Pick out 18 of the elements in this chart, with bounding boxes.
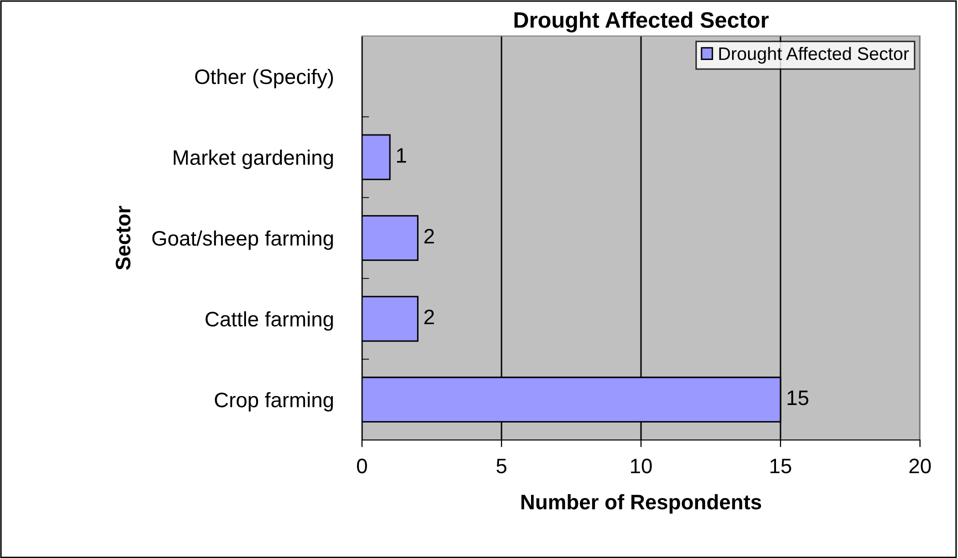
y-tick-label: Crop farming	[214, 392, 333, 412]
legend-label: Drought Affected Sector	[719, 46, 909, 64]
data-label: 15	[788, 390, 808, 406]
x-tick-label: 0	[357, 458, 367, 474]
x-tick-label: 20	[909, 458, 931, 474]
y-axis-title: Sector	[116, 206, 130, 270]
y-tick-label: Other (Specify)	[195, 68, 333, 88]
data-label: 2	[424, 228, 434, 244]
chart-title: Drought Affected Sector	[514, 12, 769, 32]
data-label: 2	[424, 310, 434, 324]
data-label: 1	[397, 148, 406, 163]
x-axis-title: Number of Respondents	[521, 494, 762, 514]
y-tick-label: Market gardening	[174, 150, 333, 170]
x-tick-label: 10	[631, 458, 652, 474]
x-tick-label: 15	[770, 458, 792, 474]
x-tick-label: 5	[496, 458, 506, 474]
y-tick-label: Goat/sheep farming	[152, 230, 333, 250]
y-tick-label: Cattle farming	[206, 311, 333, 331]
